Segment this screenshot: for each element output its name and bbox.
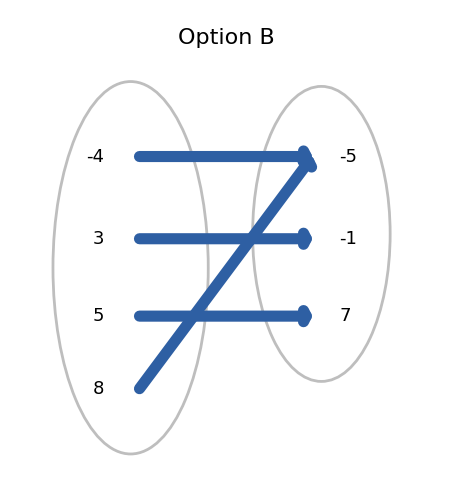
Text: Option B: Option B [177,28,274,48]
Text: 5: 5 [92,307,104,325]
Text: 3: 3 [92,230,104,248]
Text: 7: 7 [338,307,350,325]
Text: -5: -5 [338,148,356,165]
Text: -1: -1 [338,230,356,248]
Text: -4: -4 [86,148,104,165]
Text: 8: 8 [92,380,104,398]
